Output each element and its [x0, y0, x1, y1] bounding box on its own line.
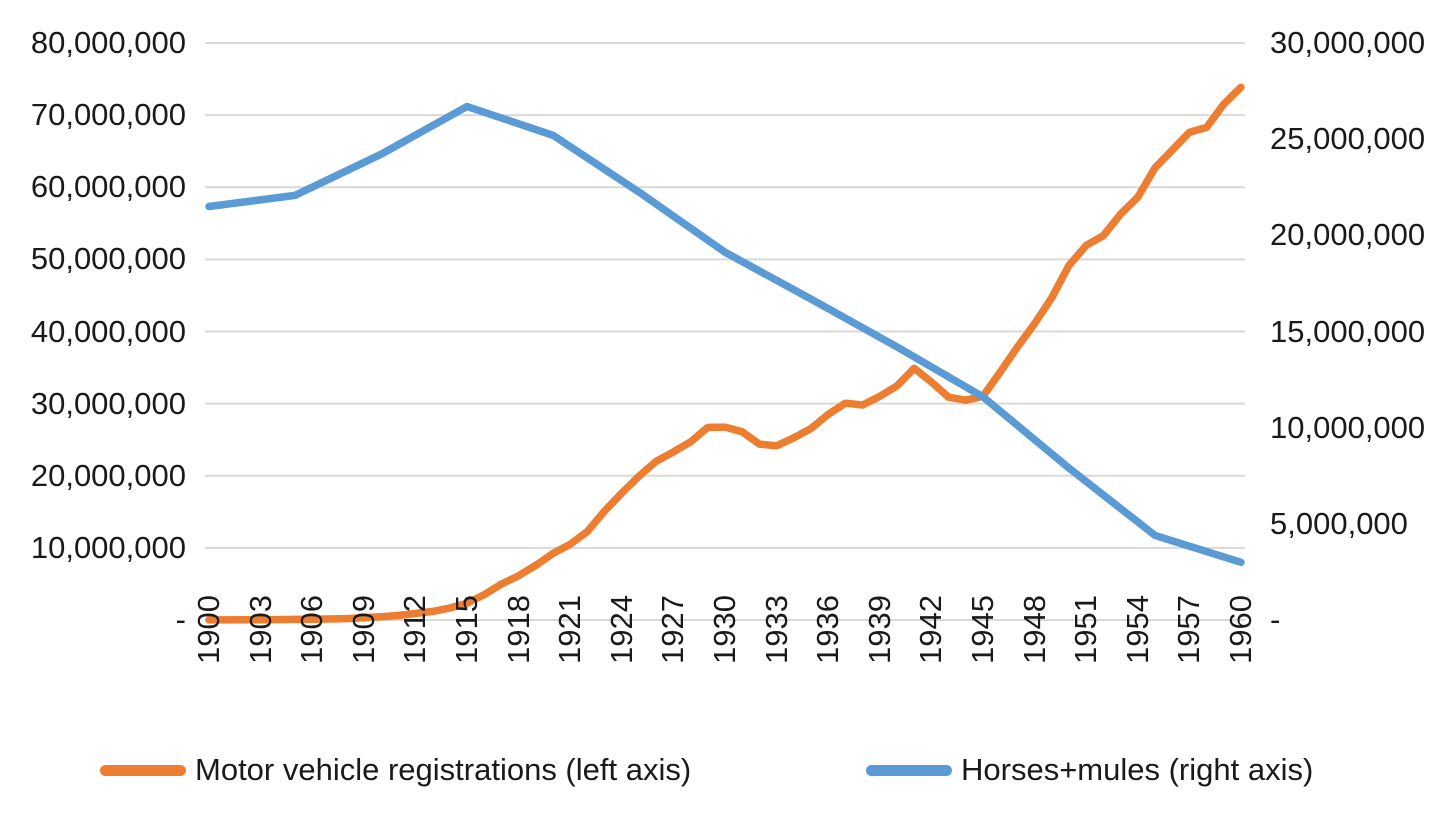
series-line-horses-mules	[205, 102, 1245, 567]
left-axis-tick-label: 60,000,000	[30, 169, 186, 205]
x-axis-tick-label: 1927	[655, 595, 691, 664]
legend-swatch-motor-vehicle-registrations	[100, 764, 186, 776]
right-axis-tick-label: 30,000,000	[1270, 25, 1426, 60]
right-axis-tick-label: 5,000,000	[1270, 505, 1408, 541]
x-axis-tick-label: 1906	[294, 595, 330, 664]
x-axis-tick-label: 1960	[1223, 595, 1258, 664]
left-axis-tick-label: 10,000,000	[30, 529, 186, 565]
legend: Motor vehicle registrations (left axis) …	[0, 750, 1456, 794]
x-axis-tick-label: 1942	[913, 595, 949, 664]
right-axis-tick-label: 15,000,000	[1270, 313, 1426, 349]
x-axis-tick-label: 1945	[965, 595, 1000, 664]
x-axis-tick-label: 1936	[810, 595, 846, 664]
x-axis-tick-label: 1930	[707, 595, 742, 664]
left-axis-tick-label: 50,000,000	[30, 241, 186, 277]
left-axis-tick-label: 40,000,000	[30, 313, 186, 349]
left-axis-tick-label: 80,000,000	[30, 25, 186, 60]
right-axis-tick-label: 25,000,000	[1270, 121, 1426, 157]
x-axis-tick-label: 1918	[500, 595, 536, 664]
x-axis-tick-label: 1948	[1016, 595, 1052, 664]
x-axis-tick-label: 1900	[191, 595, 226, 664]
legend-label-motor-vehicle-registrations: Motor vehicle registrations (left axis)	[195, 752, 692, 787]
x-axis-tick-label: 1951	[1068, 595, 1104, 664]
x-axis-tick-label: 1954	[1119, 595, 1155, 664]
x-axis-tick-label: 1939	[861, 595, 897, 664]
left-axis-tick-label: 20,000,000	[30, 457, 186, 493]
plot-area	[205, 42, 1245, 624]
x-axis-tick-label: 1912	[397, 595, 433, 664]
x-axis-tick-label: 1909	[345, 595, 381, 664]
left-axis-tick-label: -	[175, 602, 186, 637]
legend-swatch-horses-mules	[866, 764, 952, 776]
x-axis-tick-label: 1903	[242, 595, 278, 664]
x-axis-tick-label: 1921	[552, 595, 588, 664]
left-axis-tick-label: 70,000,000	[30, 97, 186, 133]
x-axis-tick-label: 1924	[603, 595, 639, 664]
left-axis-tick-label: 30,000,000	[30, 385, 186, 421]
right-axis-tick-label: 20,000,000	[1270, 217, 1426, 253]
x-axis-tick-label: 1957	[1171, 595, 1207, 664]
legend-item-horses-mules: Horses+mules (right axis)	[866, 750, 1313, 790]
line-chart-svg	[205, 42, 1245, 624]
right-axis-tick-label: -	[1270, 602, 1281, 637]
right-axis-tick-label: 10,000,000	[1270, 409, 1426, 445]
series-line-motor-vehicle-registrations	[205, 83, 1245, 624]
x-axis-tick-label: 1933	[758, 595, 794, 664]
legend-item-motor-vehicle-registrations: Motor vehicle registrations (left axis)	[100, 750, 691, 790]
legend-label-horses-mules: Horses+mules (right axis)	[961, 752, 1314, 787]
x-axis-tick-label: 1915	[449, 595, 484, 664]
